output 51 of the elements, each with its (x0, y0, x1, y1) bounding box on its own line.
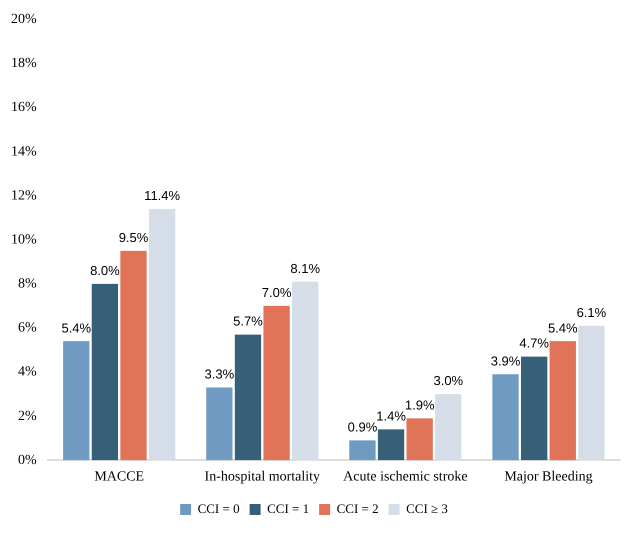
legend-label: CCI ≥ 3 (406, 500, 448, 516)
x-tick-label: Major Bleeding (504, 469, 593, 484)
data-label: 3.3% (204, 366, 235, 382)
y-tick-label: 0% (18, 452, 37, 468)
bar (292, 282, 318, 460)
y-tick-label: 12% (10, 188, 37, 204)
data-label: 0.9% (348, 419, 378, 434)
bar (148, 208, 176, 460)
y-tick-label: 8% (18, 276, 37, 292)
data-label: 1.4% (376, 408, 406, 424)
y-tick-label: 6% (18, 320, 37, 336)
bar (520, 356, 548, 460)
x-tick-label: Acute ischemic stroke (343, 469, 468, 484)
y-tick-label: 16% (10, 100, 37, 116)
y-tick-label: 14% (10, 144, 37, 160)
x-tick-label: In-hospital mortality (204, 469, 320, 484)
bar (234, 334, 262, 460)
y-tick-label: 10% (10, 232, 37, 248)
data-label: 6.1% (576, 304, 607, 320)
data-label: 3.9% (490, 353, 521, 368)
bar (120, 250, 147, 460)
data-label: 11.4% (144, 188, 181, 204)
y-tick-label: 18% (10, 56, 37, 72)
data-label: 5.7% (233, 314, 264, 329)
bar (406, 418, 433, 460)
y-tick-label: 20% (10, 12, 37, 28)
y-tick-label: 4% (18, 364, 37, 380)
bar (92, 284, 118, 460)
legend-label: CCI = 2 (336, 500, 379, 516)
data-label: 5.4% (61, 320, 92, 336)
bar (578, 326, 605, 460)
bar (435, 394, 462, 460)
y-tick-label: 2% (18, 408, 37, 424)
data-label: 8.0% (90, 262, 120, 278)
data-label: 7.0% (262, 285, 292, 300)
bar (349, 440, 376, 460)
legend-label: CCI = 1 (267, 500, 310, 516)
data-label: 8.1% (290, 260, 320, 276)
data-label: 1.9% (404, 397, 435, 412)
data-label: 3.0% (433, 373, 464, 388)
bar (378, 429, 404, 460)
legend-label: CCI = 0 (198, 500, 240, 516)
data-label: 4.7% (519, 336, 550, 351)
bar (206, 387, 233, 460)
bar (263, 306, 290, 460)
data-label: 5.4% (548, 320, 578, 336)
bar (550, 341, 576, 460)
bar (492, 374, 519, 460)
data-label: 9.5% (118, 230, 149, 245)
x-tick-label: MACCE (94, 469, 144, 484)
bar (63, 341, 90, 460)
